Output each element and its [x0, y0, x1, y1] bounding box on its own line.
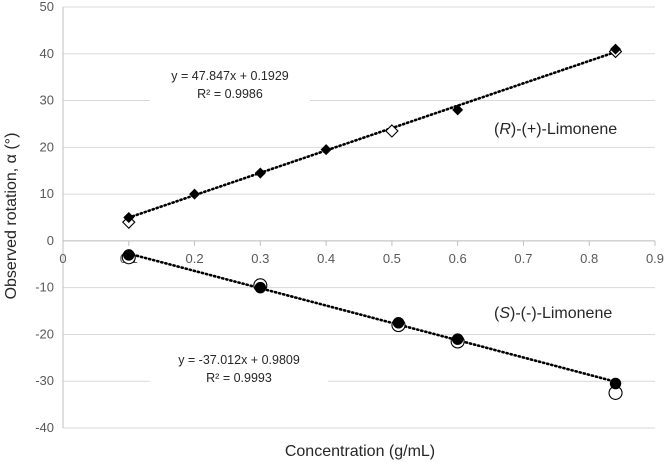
x-tick-label: 0.7 — [514, 251, 532, 266]
equation-s-r2: R² = 0.9993 — [206, 371, 272, 385]
x-tick-label: 0.6 — [449, 251, 467, 266]
y-tick-label: -40 — [35, 420, 54, 435]
equation-s-line: y = -37.012x + 0.9809 — [178, 353, 300, 367]
y-tick-label: 10 — [40, 186, 54, 201]
series-label-r-background — [490, 116, 646, 140]
data-point-r-filled — [189, 188, 201, 200]
data-point-s-filled — [451, 333, 464, 345]
trendlines — [127, 50, 617, 384]
x-axis-title: Concentration (g/mL) — [285, 443, 435, 460]
data-point-r-filled — [320, 144, 332, 156]
equation-r-line: y = 47.847x + 0.1929 — [171, 69, 289, 83]
x-tick-label: 0 — [59, 251, 66, 266]
x-tick-label: 0.8 — [580, 251, 598, 266]
equation-r-background — [150, 64, 310, 104]
y-tick-label: -20 — [35, 326, 54, 341]
x-tick-label: 0.3 — [251, 251, 269, 266]
data-point-r-filled — [452, 104, 464, 116]
y-tick-label: 30 — [40, 93, 54, 108]
data-point-s-filled — [123, 249, 135, 261]
series-label-s-background — [490, 300, 642, 324]
y-tick-label: 40 — [40, 46, 54, 61]
equation-s-background — [150, 348, 328, 388]
data-point-s-filled — [392, 316, 405, 329]
trendline-r — [127, 50, 617, 219]
data-point-r-open — [385, 124, 399, 138]
x-tick-label: 0.2 — [186, 251, 204, 266]
y-tick-label: -30 — [35, 373, 54, 388]
annotations: y = 47.847x + 0.1929 R² = 0.9986 y = -37… — [150, 64, 646, 388]
x-tick-label: 0.5 — [383, 251, 401, 266]
y-axis-title: Observed rotation, α (°) — [3, 133, 20, 300]
equation-r-r2: R² = 0.9986 — [197, 87, 263, 101]
data-point-s-filled — [254, 281, 267, 294]
data-point-r-filled — [254, 167, 266, 179]
trendline-s — [127, 252, 617, 384]
data-point-s-filled — [609, 377, 622, 390]
data-point-r-filled — [123, 211, 135, 224]
x-tick-label: 0.4 — [317, 251, 335, 266]
series-label-r: (R)-(+)-Limonene — [494, 121, 617, 138]
series-label-s: (S)-(-)-Limonene — [494, 305, 612, 322]
y-tick-label: 50 — [40, 0, 54, 14]
axes — [62, 7, 656, 428]
data-point-r-filled — [610, 43, 622, 55]
x-tick-label: 0.9 — [646, 251, 664, 266]
data-points — [121, 43, 623, 400]
y-tick-label: 20 — [40, 139, 54, 154]
y-tick-label: -10 — [35, 280, 54, 295]
y-tick-label: 0 — [47, 233, 54, 248]
